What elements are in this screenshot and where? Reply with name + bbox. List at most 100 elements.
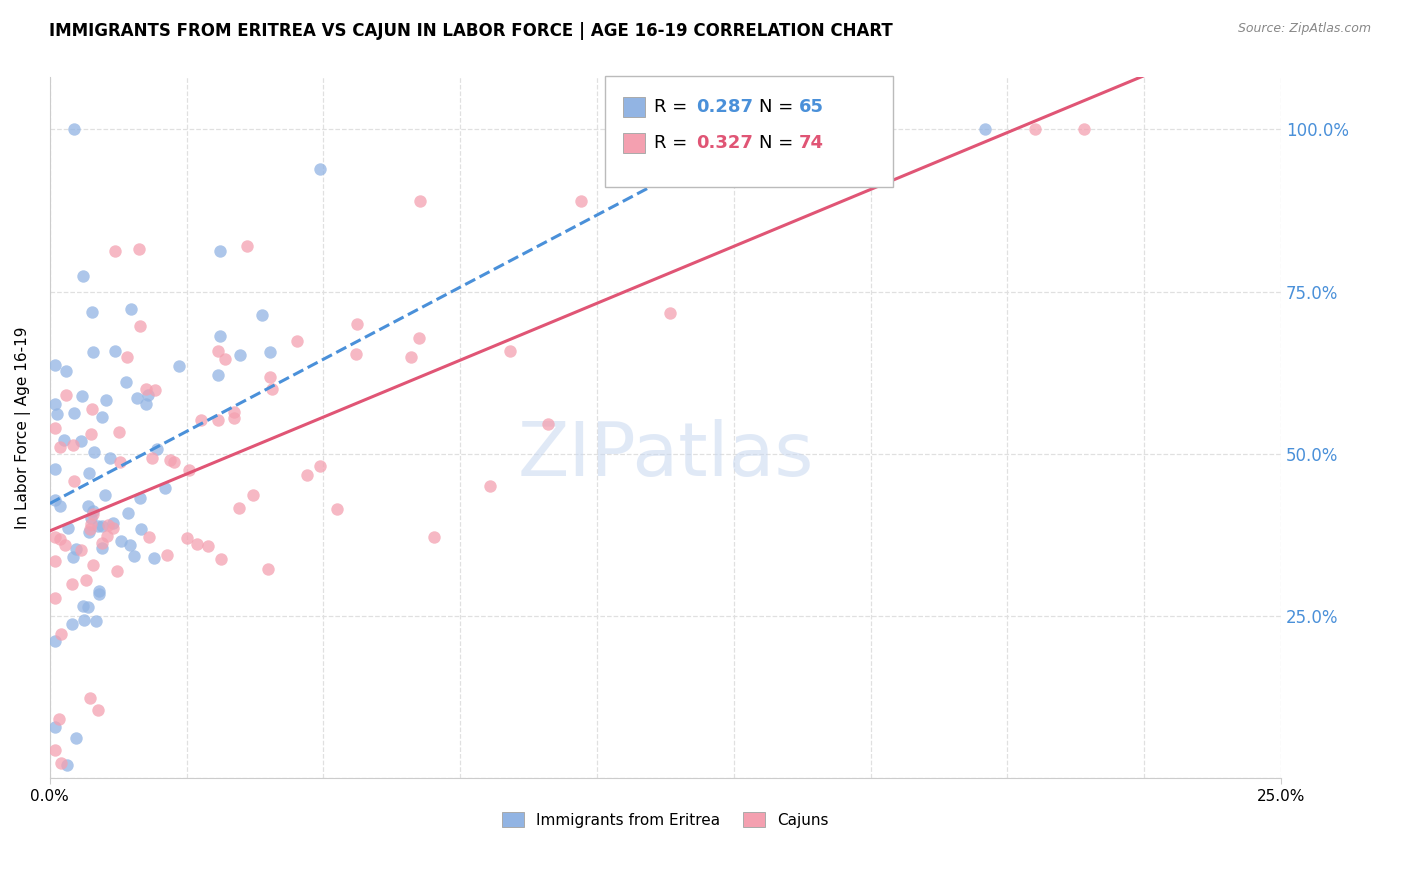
Point (63, 122, 86, 136)
Point (156, 548, 179, 562)
Point (104, 244, 127, 258)
Point (257, 562, 280, 576)
Point (309, 162, 332, 177)
Point (128, 242, 150, 256)
Point (44, 634, 66, 648)
Point (49, 499, 72, 513)
Text: N =: N = (759, 134, 799, 152)
Point (143, 384, 166, 398)
Point (55, 758, 77, 772)
Point (79, 691, 101, 706)
Text: R =: R = (654, 98, 693, 116)
Point (70, 543, 93, 558)
Point (658, 306, 681, 320)
Point (107, 425, 129, 439)
Point (285, 334, 308, 348)
Point (91, 518, 114, 533)
Text: N =: N = (759, 98, 799, 116)
Point (120, 538, 142, 552)
Text: 0.287: 0.287 (696, 98, 754, 116)
Point (346, 318, 368, 332)
Point (408, 331, 430, 345)
Point (242, 488, 264, 502)
Point (186, 536, 208, 550)
Text: ZIPatlas: ZIPatlas (517, 419, 814, 492)
Point (295, 467, 318, 482)
Point (209, 551, 232, 566)
Point (98, 451, 121, 466)
Point (63, 406, 86, 420)
Text: 65: 65 (799, 98, 824, 116)
Point (228, 348, 250, 362)
Point (207, 368, 229, 383)
Point (97, 517, 120, 532)
Point (214, 352, 236, 367)
Point (141, 450, 163, 465)
Point (60, 577, 83, 591)
Point (122, 549, 145, 563)
Point (65, 542, 87, 557)
Point (163, 455, 186, 469)
Point (399, 350, 422, 364)
Point (49, 532, 72, 546)
Point (197, 539, 219, 553)
Point (128, 491, 150, 505)
Point (87, 584, 110, 599)
Point (105, 564, 128, 578)
Point (58, 521, 80, 535)
Point (49, 756, 72, 770)
Point (101, 521, 124, 535)
Point (48, 712, 70, 726)
Legend: Immigrants from Eritrea, Cajuns: Immigrants from Eritrea, Cajuns (496, 805, 834, 834)
Point (423, 530, 446, 544)
Point (103, 516, 125, 531)
Point (53, 538, 76, 552)
Point (228, 501, 250, 516)
Point (44, 421, 66, 435)
Point (207, 412, 229, 426)
Point (176, 532, 198, 546)
Point (60, 617, 83, 632)
Point (76, 599, 98, 614)
Point (146, 442, 169, 456)
Point (44, 553, 66, 567)
Point (75, 574, 97, 588)
Point (259, 370, 281, 384)
Text: R =: R = (654, 134, 693, 152)
Point (44, 493, 66, 508)
Point (208, 244, 231, 258)
Point (48, 440, 70, 454)
Point (115, 351, 138, 365)
Point (86, 519, 108, 533)
Point (96, 529, 118, 543)
Y-axis label: In Labor Force | Age 16-19: In Labor Force | Age 16-19 (15, 326, 31, 529)
Point (51, 627, 73, 641)
Point (77, 524, 100, 539)
Point (44, 397, 66, 411)
Point (222, 405, 245, 419)
Point (93, 488, 115, 502)
Point (129, 522, 152, 536)
Point (569, 194, 592, 209)
Point (155, 482, 177, 496)
Point (86, 703, 108, 717)
Point (73, 613, 96, 627)
Point (82, 504, 104, 518)
Text: 74: 74 (799, 134, 824, 152)
Point (82, 305, 104, 319)
Point (259, 344, 281, 359)
Point (44, 462, 66, 476)
Point (1024, 122, 1046, 136)
Point (127, 392, 149, 406)
Point (52, 433, 75, 447)
Point (135, 382, 157, 396)
Text: Source: ZipAtlas.com: Source: ZipAtlas.com (1237, 22, 1371, 36)
Point (62, 438, 84, 452)
Point (65, 731, 87, 746)
Point (222, 411, 245, 425)
Point (76, 499, 98, 513)
Point (44, 358, 66, 372)
Point (135, 397, 157, 411)
Point (77, 466, 100, 480)
Point (91, 535, 114, 549)
